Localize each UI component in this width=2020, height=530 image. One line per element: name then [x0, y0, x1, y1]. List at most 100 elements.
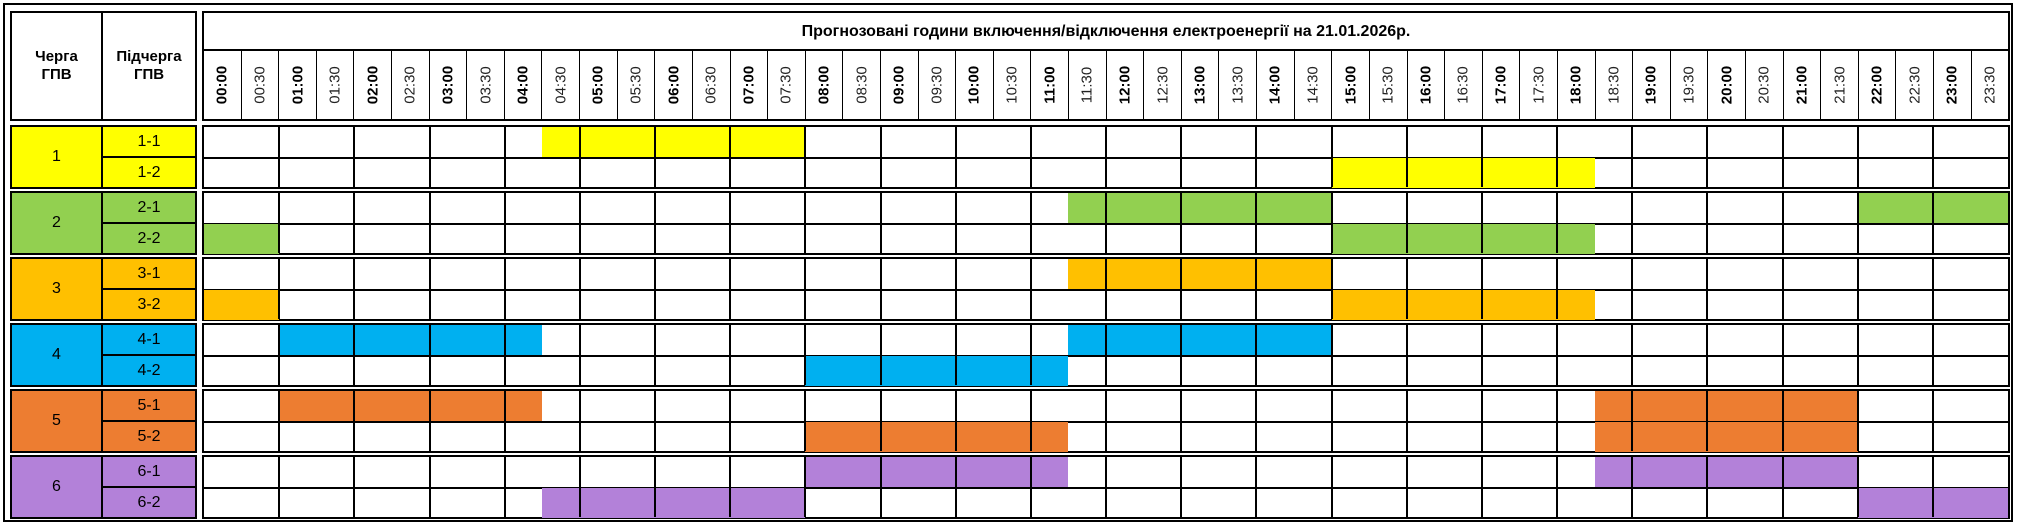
- hour-divider: [1931, 391, 1934, 451]
- outage-block: [279, 325, 543, 355]
- hour-divider: [879, 391, 882, 451]
- subqueue-label: 3-2: [101, 288, 197, 321]
- hour-divider: [729, 259, 732, 319]
- hour-divider: [1405, 457, 1408, 517]
- time-slot-header: 00:00: [204, 51, 242, 119]
- queue-group-3: 3 3-1 3-2: [10, 257, 2010, 321]
- hour-divider: [1405, 259, 1408, 319]
- time-slot-label: 10:30: [1003, 66, 1021, 104]
- time-slot-label: 22:00: [1868, 65, 1886, 105]
- hour-divider: [578, 193, 581, 253]
- hour-divider: [804, 391, 807, 451]
- time-slot-header: 07:00: [731, 51, 769, 119]
- hour-divider: [729, 325, 732, 385]
- time-slot-header: 06:30: [693, 51, 731, 119]
- hour-divider: [879, 457, 882, 517]
- hour-divider: [1706, 193, 1709, 253]
- subqueue-header: Підчерга ГПВ: [101, 11, 197, 121]
- time-slot-label: 19:30: [1680, 66, 1698, 104]
- time-slot-label: 04:00: [514, 65, 532, 105]
- hour-divider: [1781, 457, 1784, 517]
- time-slot-header: 13:30: [1219, 51, 1258, 119]
- hour-divider: [1856, 457, 1859, 517]
- hour-divider: [1029, 259, 1032, 319]
- hour-divider: [1631, 193, 1634, 253]
- outage-block: [1594, 422, 1858, 452]
- hour-divider: [1255, 391, 1258, 451]
- queue-label: 1: [10, 125, 103, 189]
- hour-divider: [1480, 127, 1483, 187]
- hour-divider: [578, 325, 581, 385]
- time-slot-label: 12:30: [1154, 66, 1172, 104]
- subqueue-label: 4-2: [101, 354, 197, 387]
- hour-divider: [1931, 193, 1934, 253]
- time-slot-header: 07:30: [768, 51, 806, 119]
- hour-divider: [729, 457, 732, 517]
- outage-block: [1594, 457, 1858, 487]
- hour-divider: [503, 193, 506, 253]
- time-slot-label: 09:30: [928, 66, 946, 104]
- time-slot-header: 23:30: [1972, 51, 2009, 119]
- queue-group-2: 2 2-1 2-2: [10, 191, 2010, 255]
- hour-divider: [1781, 391, 1784, 451]
- time-slot-label: 18:30: [1605, 66, 1623, 104]
- hour-divider: [1029, 457, 1032, 517]
- hour-divider: [804, 193, 807, 253]
- time-slot-header: 03:30: [467, 51, 505, 119]
- hour-divider: [1180, 457, 1183, 517]
- outage-block: [204, 290, 280, 320]
- hour-divider: [1856, 193, 1859, 253]
- subqueue-row-1-2: [204, 158, 2008, 188]
- hour-divider: [503, 127, 506, 187]
- hour-divider: [1330, 391, 1333, 451]
- outage-grid: [202, 455, 2010, 519]
- hour-divider: [1180, 325, 1183, 385]
- hour-divider: [428, 325, 431, 385]
- time-slot-label: 10:00: [965, 65, 983, 105]
- time-slot-label: 20:30: [1755, 66, 1773, 104]
- time-slot-label: 01:00: [289, 65, 307, 105]
- hour-divider: [578, 391, 581, 451]
- hour-divider: [1706, 127, 1709, 187]
- hour-divider: [428, 127, 431, 187]
- subqueue-label: 4-1: [101, 323, 197, 356]
- time-slot-header: 06:00: [655, 51, 693, 119]
- hour-divider: [1255, 325, 1258, 385]
- subqueue-row-2-2: [204, 224, 2008, 254]
- hour-divider: [1029, 127, 1032, 187]
- hour-divider: [503, 457, 506, 517]
- time-slot-label: 05:00: [589, 65, 607, 105]
- hour-divider: [1856, 127, 1859, 187]
- hour-divider: [1856, 391, 1859, 451]
- time-slot-header: 05:30: [618, 51, 656, 119]
- hour-divider: [1105, 391, 1107, 451]
- hour-divider: [353, 259, 356, 319]
- hour-divider: [879, 193, 882, 253]
- hour-divider: [1330, 127, 1333, 187]
- subqueue-label: 5-2: [101, 420, 197, 453]
- subqueue-row-5-2: [204, 422, 2008, 452]
- hour-divider: [428, 193, 431, 253]
- time-slot-label: 11:00: [1041, 66, 1059, 104]
- hour-divider: [1856, 325, 1859, 385]
- schedule-title: Прогнозовані години включення/відключенн…: [202, 11, 2010, 51]
- time-slot-label: 02:30: [401, 66, 419, 104]
- hour-divider: [1480, 457, 1483, 517]
- subqueue-row-6-2: [204, 488, 2008, 518]
- time-slot-header: 08:00: [806, 51, 844, 119]
- hour-divider: [578, 259, 581, 319]
- time-slot-header: 01:30: [317, 51, 355, 119]
- outage-block: [1068, 325, 1332, 355]
- outage-block: [542, 488, 806, 518]
- hour-divider: [1330, 457, 1333, 517]
- hour-divider: [654, 259, 656, 319]
- hour-divider: [654, 391, 656, 451]
- time-slot-header: 15:00: [1332, 51, 1370, 119]
- hour-divider: [1105, 193, 1107, 253]
- queue-label: 3: [10, 257, 103, 321]
- hour-divider: [278, 127, 281, 187]
- hour-divider: [1105, 325, 1107, 385]
- queue-header-label: Черга ГПВ: [35, 48, 78, 83]
- title-text: Прогнозовані години включення/відключенн…: [801, 23, 1411, 40]
- hour-divider: [503, 259, 506, 319]
